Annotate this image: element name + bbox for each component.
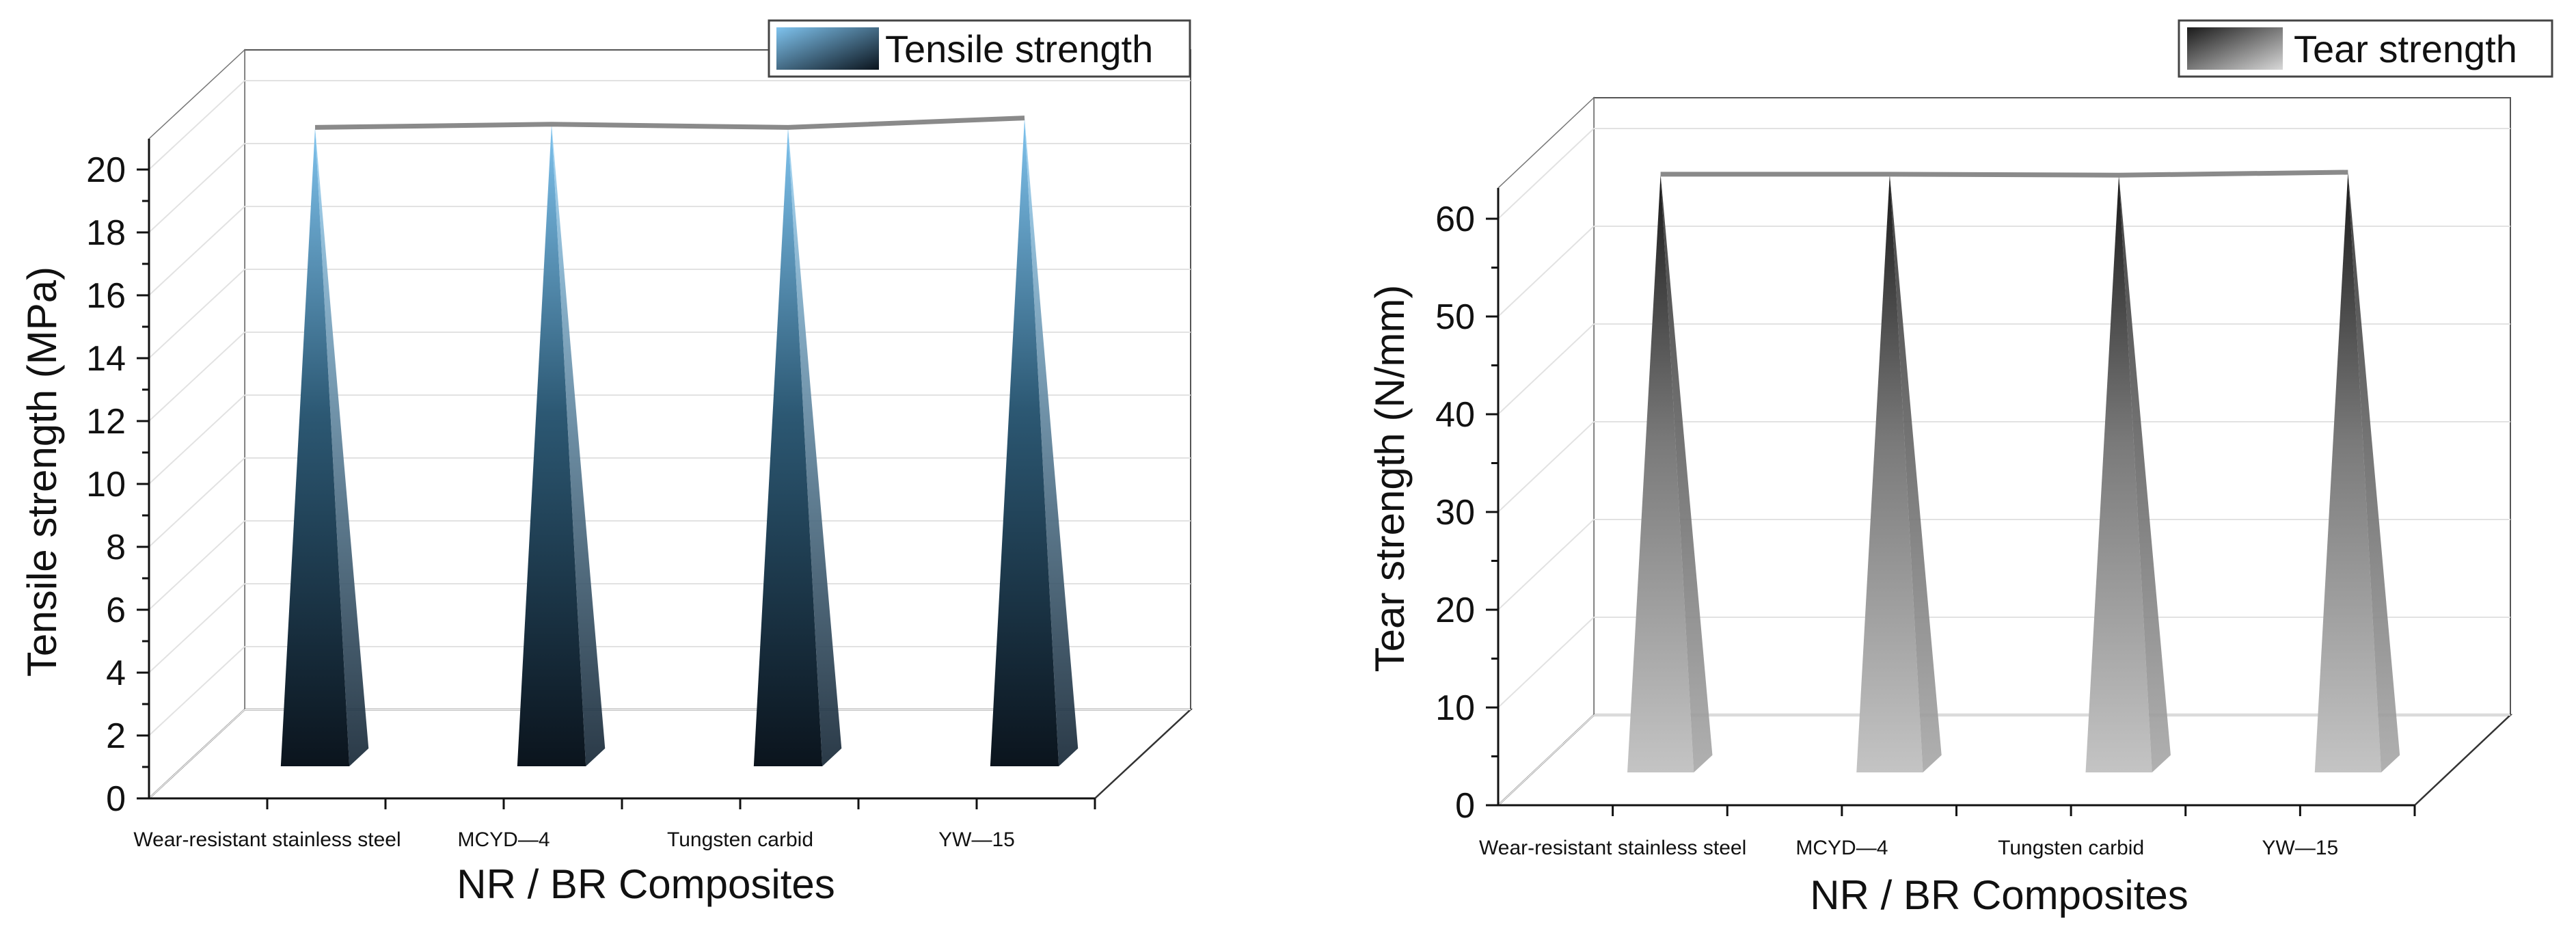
grid-line-side (1497, 128, 1595, 219)
legend-swatch (776, 27, 879, 70)
x-tick-label: MCYD—4 (1795, 837, 1888, 859)
axes (1497, 188, 2416, 816)
side-wall (1497, 96, 1595, 807)
bar-wear-resistant-stainless-steel (1627, 174, 1713, 773)
y-tick-label: 60 (1435, 200, 1475, 239)
x-axis-title: NR / BR Composites (457, 861, 835, 907)
tear-strength-chart: 0 10 20 30 40 50 60 Wear-resistant stainless s… (1367, 19, 2553, 918)
bar-mcyd-4 (517, 124, 606, 767)
y-tick-label: 16 (86, 276, 126, 316)
y-tick-label: 8 (106, 528, 126, 567)
y-tick-label: 20 (1435, 591, 1475, 630)
x-tick-label: MCYD—4 (457, 828, 550, 851)
y-tick-label: 12 (86, 402, 126, 442)
y-tick-label: 0 (106, 779, 126, 819)
grid-line-side (1497, 226, 1595, 317)
grid-line-side (1497, 617, 1595, 708)
grid-line-side (1497, 519, 1595, 610)
bar-side-face (2348, 172, 2400, 773)
y-tick-label: 18 (86, 213, 126, 253)
grid-line-side (148, 583, 245, 673)
value-trend-line (314, 116, 1025, 130)
grid-line-side (148, 143, 245, 233)
bar-yw-15 (2314, 172, 2400, 773)
tensile-strength-chart: 0 2 4 6 8 10 12 14 16 18 20 Wear-resistant stainle… (19, 19, 1193, 907)
grid-line-side (148, 206, 245, 296)
bars (280, 116, 1079, 767)
bar-side-face (552, 124, 606, 767)
grid-line-side (1497, 714, 1595, 806)
x-tick-labels: Wear-resistant stainless steel MCYD—4 Tung… (1479, 837, 2338, 859)
bar-front-face (517, 124, 586, 767)
bars (1627, 170, 2400, 773)
bar-side-face (1025, 118, 1079, 767)
legend-label: Tensile strength (885, 27, 1153, 70)
bar-front-face (280, 127, 350, 766)
y-tick-label: 50 (1435, 297, 1475, 337)
y-axis-title: Tensile strength (MPa) (19, 267, 65, 677)
value-trend-line (1660, 170, 2348, 178)
grid-line-side (148, 520, 245, 610)
bar-front-face (990, 118, 1059, 767)
y-tick-label: 14 (86, 339, 126, 379)
y-tick-label: 40 (1435, 395, 1475, 435)
legend: Tensile strength (768, 19, 1191, 78)
grid-line-side (1497, 421, 1595, 513)
grid-line-side (148, 269, 245, 359)
legend-swatch (2187, 27, 2283, 70)
grid-line-side (148, 457, 245, 548)
bar-side-face (315, 127, 369, 766)
grid-line-side (148, 646, 245, 736)
y-tick-label: 2 (106, 716, 126, 756)
x-axis-title: NR / BR Composites (1810, 872, 2188, 918)
x-tick-label: Tungsten carbid (1998, 837, 2144, 859)
y-tick-label: 20 (86, 150, 126, 190)
bar-wear-resistant-stainless-steel (280, 127, 369, 766)
x-tick-labels: Wear-resistant stainless steel MCYD—4 Tung… (133, 828, 1014, 851)
grid-line-side (148, 332, 245, 422)
bar-front-face (1856, 174, 1923, 773)
side-wall (148, 49, 245, 800)
y-tick-label: 0 (1455, 786, 1475, 826)
grid-line-side (148, 709, 245, 799)
x-tick-label: YW—15 (938, 828, 1015, 851)
bar-tungsten-carbid (753, 127, 842, 766)
grid-line-side (148, 394, 245, 485)
x-tick-label: Wear-resistant stainless steel (133, 828, 401, 851)
legend: Tear strength (2178, 19, 2553, 78)
bar-front-face (1627, 174, 1694, 773)
bar-yw-15 (990, 118, 1079, 767)
y-tick-label: 10 (1435, 688, 1475, 728)
y-tick-label: 30 (1435, 493, 1475, 532)
bar-side-face (1889, 174, 1942, 773)
y-ticks: 0 2 4 6 8 10 12 14 16 18 20 (86, 150, 149, 819)
bar-mcyd-4 (1856, 174, 1942, 773)
axes (148, 139, 1096, 809)
bar-side-face (1660, 174, 1713, 773)
bar-front-face (2314, 172, 2381, 773)
y-tick-label: 6 (106, 591, 126, 630)
y-axis-title: Tear strength (N/mm) (1367, 285, 1413, 673)
bar-side-face (2119, 175, 2171, 772)
bar-front-face (753, 127, 823, 766)
x-tick-label: Tungsten carbid (667, 828, 813, 851)
grid-line-side (148, 80, 245, 170)
x-tick-label: Wear-resistant stainless steel (1479, 837, 1746, 859)
y-tick-label: 4 (106, 653, 126, 693)
y-ticks: 0 10 20 30 40 50 60 (1435, 200, 1498, 826)
grid-line-side (1497, 323, 1595, 415)
y-tick-label: 10 (86, 465, 126, 504)
bar-side-face (788, 127, 842, 766)
x-tick-label: YW—15 (2262, 837, 2339, 859)
legend-label: Tear strength (2294, 27, 2517, 70)
bar-front-face (2085, 175, 2152, 772)
bar-tungsten-carbid (2085, 175, 2171, 772)
